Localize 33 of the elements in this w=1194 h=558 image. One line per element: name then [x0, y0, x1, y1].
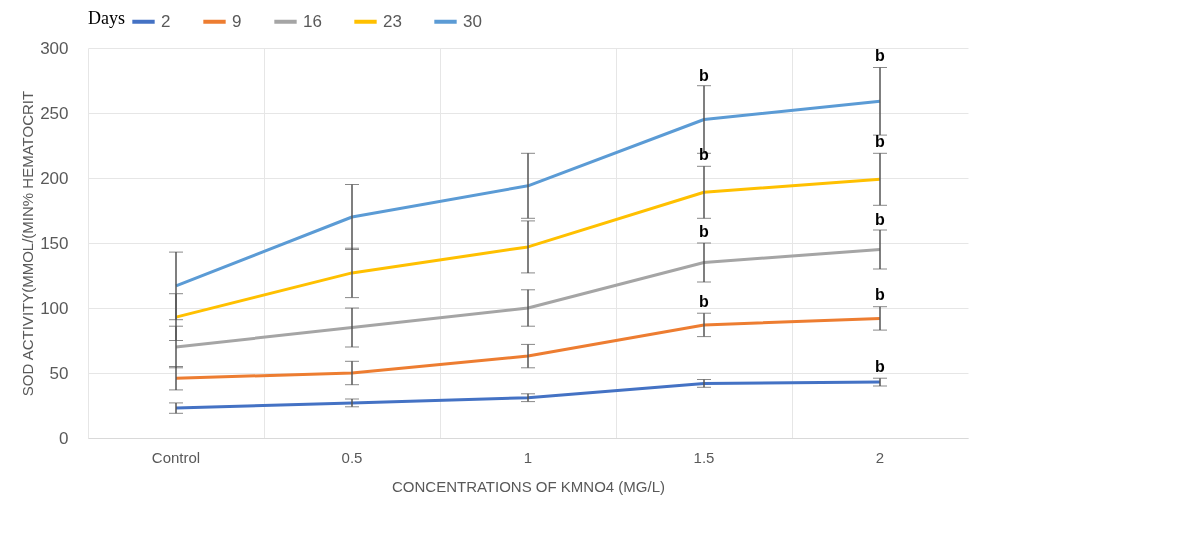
legend-label: 23: [383, 11, 402, 31]
annotation: b: [875, 47, 886, 65]
y-tick-label: 300: [40, 38, 69, 58]
annotation: b: [875, 286, 886, 304]
legend-label: 30: [463, 11, 482, 31]
x-axis-title: CONCENTRATIONS OF KMNO4 (MG/L): [391, 477, 666, 495]
y-tick-label: 100: [40, 298, 69, 318]
annotation: b: [699, 292, 710, 310]
annotation: b: [875, 133, 886, 150]
y-tick-label: 200: [40, 168, 69, 188]
x-tick-label: 0.5: [341, 448, 363, 466]
annotation: b: [699, 146, 710, 163]
annotation: b: [699, 222, 710, 240]
x-tick-label: 1: [523, 448, 533, 466]
y-tick-label: 150: [40, 233, 69, 253]
y-axis-title: SOD ACTIVITY(MMOL/(MIN% HEMATOCRIT: [19, 90, 37, 397]
annotation: b: [875, 357, 886, 375]
legend-label: 9: [232, 11, 242, 31]
line-series: [174, 316, 882, 380]
legend-label: 2: [161, 11, 171, 31]
line-series: [174, 248, 882, 349]
y-tick-label: 0: [59, 428, 69, 448]
y-tick-label: 250: [40, 103, 69, 123]
annotation: b: [875, 211, 886, 228]
line-series: [174, 380, 882, 410]
legend-title: Days: [88, 8, 125, 28]
y-tick-label: 50: [49, 363, 69, 383]
x-tick-label: Control: [151, 448, 201, 466]
annotation: b: [699, 66, 710, 84]
x-tick-label: 2: [875, 448, 885, 466]
line-series: [174, 99, 882, 288]
x-tick-label: 1.5: [693, 448, 715, 466]
legend-label: 16: [303, 11, 322, 31]
